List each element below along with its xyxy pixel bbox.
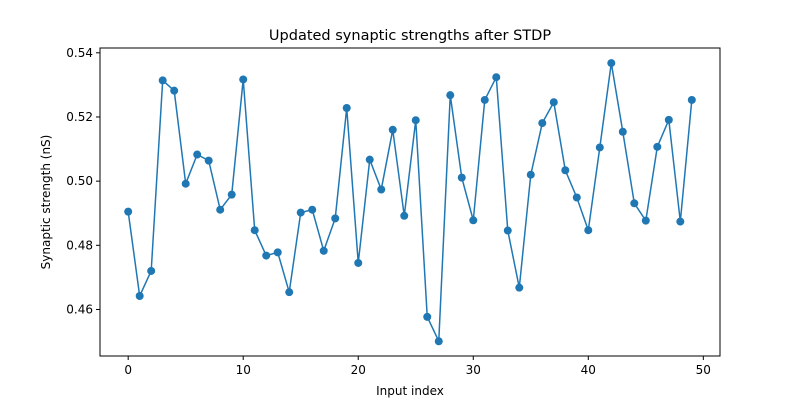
data-point bbox=[227, 190, 236, 199]
data-point bbox=[216, 205, 225, 214]
data-point bbox=[181, 179, 190, 188]
x-axis-title: Input index bbox=[376, 384, 444, 398]
data-point bbox=[124, 207, 133, 216]
x-tick-label: 20 bbox=[351, 363, 366, 377]
data-point bbox=[434, 337, 443, 346]
data-point bbox=[641, 216, 650, 225]
x-tick-label: 40 bbox=[581, 363, 596, 377]
data-point bbox=[158, 76, 167, 85]
data-point bbox=[572, 193, 581, 202]
data-point bbox=[262, 251, 271, 260]
data-point bbox=[653, 142, 662, 151]
data-point bbox=[250, 226, 259, 235]
x-tick-label: 0 bbox=[124, 363, 132, 377]
data-point bbox=[687, 95, 696, 104]
y-tick-label: 0.48 bbox=[66, 238, 93, 252]
data-point bbox=[515, 283, 524, 292]
data-point bbox=[135, 292, 144, 300]
data-point bbox=[388, 125, 397, 134]
data-point bbox=[342, 104, 351, 112]
data-point bbox=[630, 199, 639, 208]
data-point bbox=[273, 248, 282, 257]
data-point bbox=[331, 214, 340, 223]
data-point bbox=[296, 208, 305, 217]
data-point bbox=[526, 170, 535, 179]
data-point bbox=[411, 116, 420, 125]
data-point bbox=[147, 266, 156, 275]
data-point bbox=[561, 166, 570, 175]
data-point bbox=[538, 119, 547, 128]
data-point bbox=[469, 216, 478, 225]
data-point bbox=[480, 95, 489, 104]
data-point bbox=[446, 91, 455, 100]
data-point bbox=[308, 205, 317, 214]
data-point bbox=[607, 59, 616, 68]
data-point bbox=[285, 288, 294, 297]
data-point bbox=[319, 246, 328, 255]
data-point bbox=[492, 73, 501, 82]
y-tick-label: 0.54 bbox=[66, 46, 93, 60]
y-tick-label: 0.46 bbox=[66, 302, 93, 316]
y-tick-label: 0.52 bbox=[66, 110, 93, 124]
data-point bbox=[239, 75, 248, 84]
data-point bbox=[423, 312, 432, 321]
data-point bbox=[204, 156, 213, 165]
x-tick-label: 30 bbox=[466, 363, 481, 377]
data-point bbox=[354, 258, 363, 267]
data-point bbox=[664, 115, 673, 124]
x-tick-label: 10 bbox=[236, 363, 251, 377]
data-point bbox=[400, 211, 409, 220]
y-axis-title: Synaptic strength (nS) bbox=[39, 135, 53, 270]
y-tick-label: 0.50 bbox=[66, 174, 93, 188]
x-tick-label: 50 bbox=[696, 363, 711, 377]
axes-frame bbox=[99, 47, 721, 357]
data-point bbox=[584, 226, 593, 235]
data-point bbox=[549, 98, 558, 107]
plot-area bbox=[124, 59, 696, 346]
data-point bbox=[618, 127, 627, 136]
data-point bbox=[595, 143, 604, 152]
data-point bbox=[503, 226, 512, 235]
data-point bbox=[377, 185, 386, 194]
data-point bbox=[676, 217, 685, 226]
data-point bbox=[365, 155, 374, 164]
data-point bbox=[170, 86, 179, 95]
data-point bbox=[457, 173, 466, 182]
data-point bbox=[193, 150, 202, 159]
chart-title: Updated synaptic strengths after STDP bbox=[269, 28, 551, 44]
